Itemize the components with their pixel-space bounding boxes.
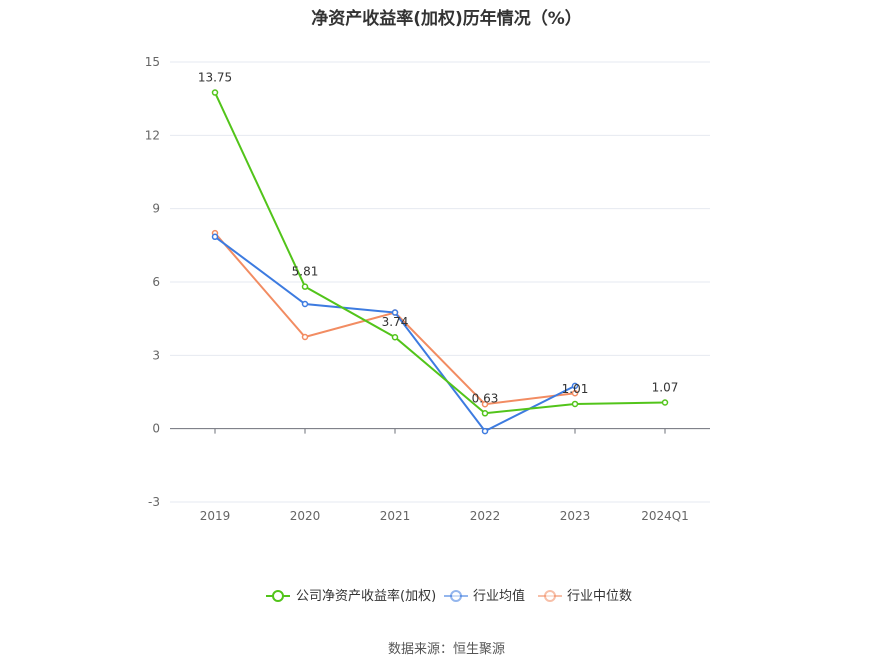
- y-tick-label: 0: [152, 422, 160, 436]
- series-line: [214, 235, 576, 433]
- data-point: [301, 283, 309, 290]
- x-tick-label: 2022: [470, 509, 501, 523]
- data-label: 1.07: [652, 381, 679, 395]
- data-label: 13.75: [198, 71, 232, 85]
- data-point: [571, 400, 579, 408]
- grid-lines: [170, 61, 710, 503]
- y-tick-label: 15: [145, 55, 160, 69]
- data-point: [661, 399, 669, 406]
- x-tick-label: 2023: [560, 509, 591, 523]
- legend-marker-icon: [450, 590, 462, 602]
- data-label: 3.74: [382, 315, 409, 329]
- data-label: 1.01: [562, 382, 589, 396]
- chart-title: 净资产收益率(加权)历年情况（%）: [311, 9, 582, 29]
- legend-item: 行业均值: [444, 588, 525, 604]
- y-tick-label: -3: [148, 495, 160, 509]
- y-tick-label: 6: [152, 275, 160, 289]
- data-point: [391, 309, 399, 316]
- data-point: [481, 427, 489, 435]
- data-point: [301, 300, 309, 308]
- data-point: [571, 382, 579, 390]
- legend-item: 行业中位数: [538, 589, 632, 604]
- legend-marker-icon: [272, 590, 284, 602]
- y-tick-label: 12: [145, 128, 160, 142]
- y-tick-label: 9: [152, 202, 160, 216]
- data-point: [301, 333, 309, 341]
- data-point: [481, 410, 489, 417]
- legend-label: 行业均值: [473, 588, 525, 604]
- data-point: [481, 400, 489, 408]
- data-point: [211, 233, 219, 241]
- data-label: 5.81: [292, 265, 319, 279]
- legend-label: 公司净资产收益率(加权): [296, 588, 436, 604]
- series-lines: [211, 89, 669, 435]
- data-source: 数据来源：恒生聚源: [387, 642, 505, 657]
- data-label: 0.63: [472, 391, 499, 405]
- y-tick-label: 3: [152, 348, 160, 362]
- x-tick-label: 2021: [380, 509, 411, 523]
- data-point: [571, 389, 579, 397]
- x-tick-label: 2020: [290, 509, 321, 523]
- data-labels: 13.75 5.81 3.74 0.63 1.01 1.07: [198, 71, 679, 406]
- legend-marker-icon: [544, 590, 556, 602]
- data-point: [391, 333, 399, 341]
- legend-item: 公司净资产收益率(加权): [266, 588, 436, 604]
- series-line: [214, 92, 666, 415]
- axes: -3 0 3 6 9 12 15 2019 2020 2021 2022 2023 2024Q1: [145, 55, 710, 523]
- legend-label: 行业中位数: [567, 589, 632, 604]
- x-tick-label: 2024Q1: [641, 509, 689, 523]
- x-tick-label: 2019: [200, 509, 231, 523]
- data-point: [211, 89, 219, 96]
- legend: 公司净资产收益率(加权) 行业均值 行业中位数: [266, 588, 632, 604]
